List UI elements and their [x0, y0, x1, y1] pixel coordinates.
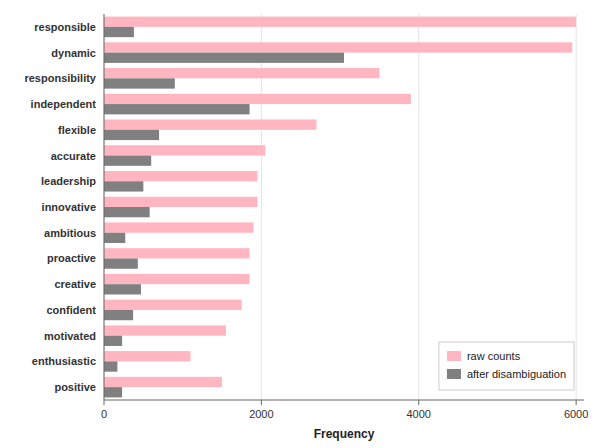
x-axis-label: Frequency — [314, 427, 375, 441]
bar — [104, 233, 125, 243]
category-label: accurate — [51, 150, 96, 162]
bar — [104, 17, 576, 27]
category-label: responsibility — [24, 72, 96, 84]
tick-label: 6000 — [564, 408, 588, 420]
bar — [104, 181, 143, 191]
category-label: responsible — [34, 21, 96, 33]
grid-line — [418, 14, 419, 400]
legend-swatch — [447, 369, 461, 379]
category-label: leadership — [41, 175, 96, 187]
grid — [104, 14, 576, 400]
chart: 0200040006000responsibledynamicresponsib… — [0, 0, 606, 448]
tick-label: 0 — [101, 408, 107, 420]
bar — [104, 336, 122, 346]
bar — [104, 120, 316, 130]
bar — [104, 222, 254, 232]
tick-mark — [576, 400, 577, 405]
bar — [104, 68, 379, 78]
bar — [104, 156, 151, 166]
bar — [104, 53, 344, 63]
tick-label: 2000 — [249, 408, 273, 420]
bar — [104, 78, 175, 88]
bar — [104, 145, 265, 155]
bar — [104, 387, 122, 397]
bar — [104, 197, 257, 207]
legend-box — [439, 342, 574, 390]
legend-label: raw counts — [467, 350, 521, 362]
x-ticks: 0 2000 4000 6000 — [101, 400, 588, 420]
category-label: flexible — [58, 124, 96, 136]
y-axis-line — [104, 14, 105, 400]
bar — [104, 310, 133, 320]
category-label: motivated — [44, 330, 96, 342]
bar — [104, 274, 250, 284]
category-label: dynamic — [51, 47, 96, 59]
category-label: proactive — [47, 252, 96, 264]
bar — [104, 325, 226, 335]
bar — [104, 104, 250, 114]
legend-label: after disambiguation — [467, 368, 566, 380]
tick-mark — [104, 400, 105, 405]
bar — [104, 377, 222, 387]
legend: raw counts after disambiguation — [439, 342, 574, 390]
grid-line — [104, 14, 105, 400]
grid-line — [576, 14, 577, 400]
bar — [104, 300, 242, 310]
y-ticks: responsible dynamic responsibility independ… — [24, 21, 96, 393]
tick-mark — [261, 400, 262, 405]
bar — [104, 284, 141, 294]
bar — [104, 248, 250, 258]
bar — [104, 351, 191, 361]
bar — [104, 361, 117, 371]
tick-label: 4000 — [407, 408, 431, 420]
x-axis-line — [104, 400, 584, 401]
bar — [104, 94, 411, 104]
category-label: innovative — [42, 201, 96, 213]
category-label: confident — [47, 304, 97, 316]
bar — [104, 130, 159, 140]
category-label: positive — [54, 381, 96, 393]
category-label: enthusiastic — [32, 355, 96, 367]
category-label: ambitious — [44, 227, 96, 239]
bar — [104, 207, 150, 217]
category-label: creative — [54, 278, 96, 290]
legend-swatch — [447, 351, 461, 361]
category-label: independent — [31, 98, 97, 110]
bar — [104, 42, 572, 52]
bar — [104, 171, 257, 181]
tick-mark — [418, 400, 419, 405]
bar — [104, 258, 138, 268]
bars — [104, 17, 576, 398]
bar — [104, 27, 134, 37]
